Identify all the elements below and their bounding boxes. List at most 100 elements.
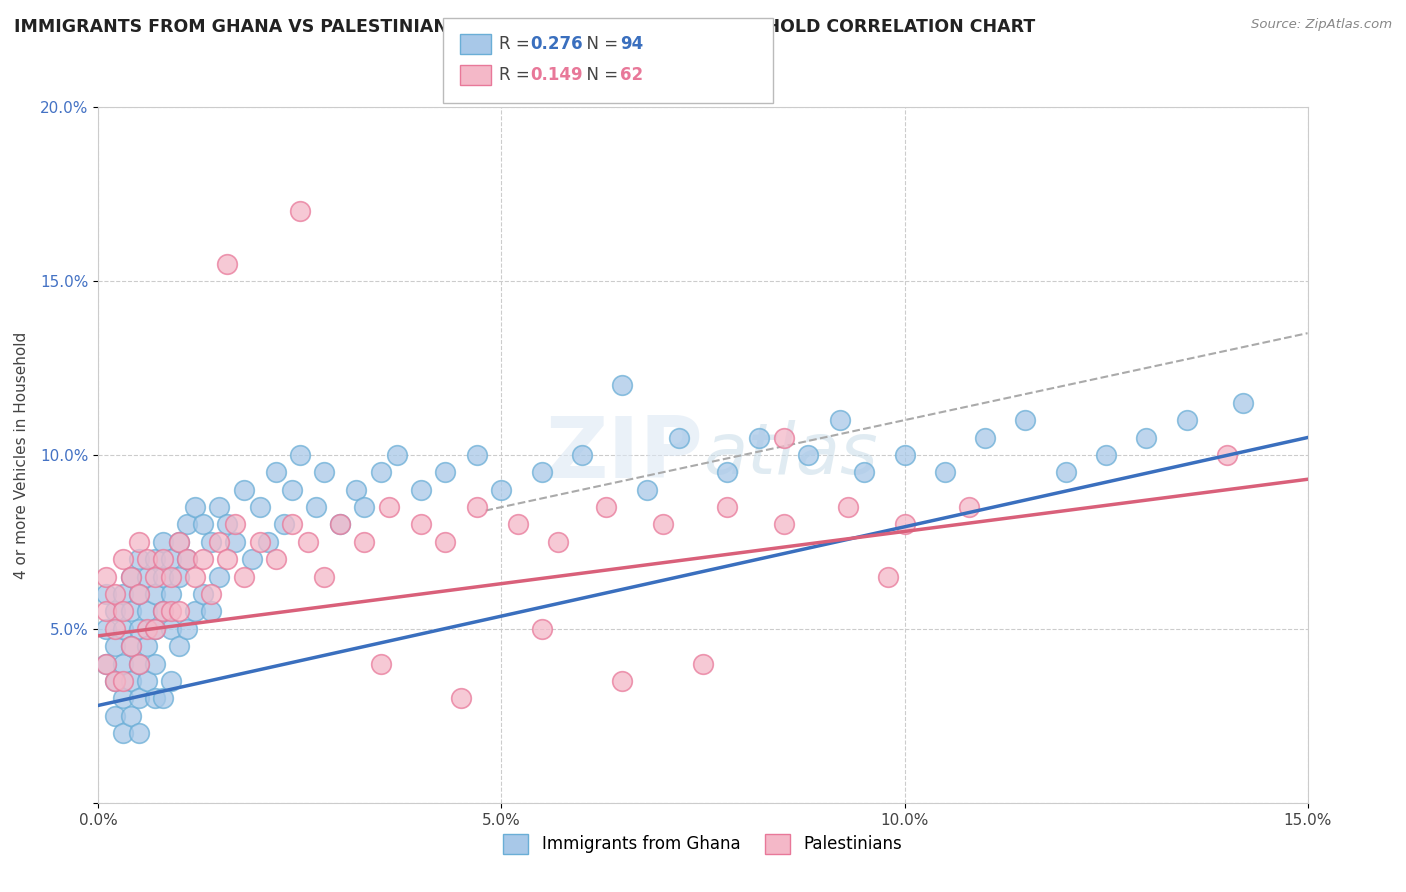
Legend: Immigrants from Ghana, Palestinians: Immigrants from Ghana, Palestinians bbox=[496, 827, 910, 861]
Point bbox=[288, 204, 311, 219]
Text: 94: 94 bbox=[620, 35, 644, 53]
Point bbox=[974, 430, 997, 444]
Point bbox=[893, 448, 915, 462]
Point bbox=[184, 605, 207, 619]
Point bbox=[465, 500, 488, 514]
Point bbox=[797, 448, 820, 462]
Point bbox=[103, 708, 125, 723]
Point bbox=[128, 622, 150, 636]
Point bbox=[612, 378, 634, 392]
Point bbox=[120, 570, 142, 584]
Point bbox=[217, 257, 239, 271]
Text: N =: N = bbox=[576, 66, 624, 84]
Point bbox=[249, 500, 271, 514]
Point bbox=[120, 639, 142, 653]
Point bbox=[143, 622, 166, 636]
Point bbox=[143, 691, 166, 706]
Point bbox=[103, 674, 125, 689]
Point bbox=[128, 587, 150, 601]
Point bbox=[200, 587, 222, 601]
Point bbox=[434, 534, 457, 549]
Text: 0.149: 0.149 bbox=[530, 66, 582, 84]
Point bbox=[264, 552, 287, 566]
Point bbox=[200, 605, 222, 619]
Point bbox=[297, 534, 319, 549]
Point bbox=[128, 657, 150, 671]
Point bbox=[314, 570, 336, 584]
Point bbox=[264, 466, 287, 480]
Point bbox=[385, 448, 408, 462]
Point bbox=[547, 534, 569, 549]
Point bbox=[184, 570, 207, 584]
Point bbox=[249, 534, 271, 549]
Point bbox=[450, 691, 472, 706]
Point bbox=[167, 534, 190, 549]
Point bbox=[128, 691, 150, 706]
Point bbox=[893, 517, 915, 532]
Point bbox=[135, 570, 157, 584]
Point bbox=[595, 500, 617, 514]
Point bbox=[208, 534, 231, 549]
Point bbox=[103, 622, 125, 636]
Point bbox=[111, 605, 134, 619]
Point bbox=[120, 708, 142, 723]
Point bbox=[160, 570, 183, 584]
Point bbox=[143, 622, 166, 636]
Point bbox=[612, 674, 634, 689]
Point bbox=[120, 674, 142, 689]
Point bbox=[160, 587, 183, 601]
Point bbox=[120, 639, 142, 653]
Point bbox=[96, 657, 118, 671]
Point bbox=[135, 639, 157, 653]
Text: N =: N = bbox=[576, 35, 624, 53]
Point bbox=[96, 605, 118, 619]
Point bbox=[353, 534, 375, 549]
Point bbox=[329, 517, 352, 532]
Text: ZIP: ZIP bbox=[546, 413, 703, 497]
Point bbox=[96, 657, 118, 671]
Point bbox=[1095, 448, 1118, 462]
Point bbox=[193, 587, 215, 601]
Point bbox=[491, 483, 513, 497]
Text: R =: R = bbox=[499, 66, 536, 84]
Point bbox=[176, 517, 198, 532]
Point bbox=[232, 570, 254, 584]
Point bbox=[143, 587, 166, 601]
Point bbox=[353, 500, 375, 514]
Text: 62: 62 bbox=[620, 66, 643, 84]
Text: R =: R = bbox=[499, 35, 536, 53]
Point bbox=[1175, 413, 1198, 427]
Point bbox=[281, 483, 304, 497]
Point bbox=[273, 517, 295, 532]
Point bbox=[152, 605, 174, 619]
Point bbox=[96, 622, 118, 636]
Point bbox=[828, 413, 851, 427]
Point bbox=[111, 552, 134, 566]
Point bbox=[1232, 395, 1254, 409]
Point bbox=[240, 552, 263, 566]
Point bbox=[128, 587, 150, 601]
Point bbox=[314, 466, 336, 480]
Point bbox=[668, 430, 690, 444]
Point bbox=[96, 587, 118, 601]
Point bbox=[651, 517, 673, 532]
Point bbox=[167, 570, 190, 584]
Point bbox=[128, 534, 150, 549]
Point bbox=[120, 605, 142, 619]
Point bbox=[135, 605, 157, 619]
Point bbox=[103, 674, 125, 689]
Point bbox=[571, 448, 593, 462]
Point bbox=[329, 517, 352, 532]
Point bbox=[193, 552, 215, 566]
Point bbox=[344, 483, 367, 497]
Point bbox=[143, 570, 166, 584]
Point bbox=[772, 517, 794, 532]
Text: atlas: atlas bbox=[703, 420, 877, 490]
Point bbox=[288, 448, 311, 462]
Point bbox=[305, 500, 328, 514]
Point bbox=[1216, 448, 1239, 462]
Point bbox=[1135, 430, 1157, 444]
Point bbox=[217, 517, 239, 532]
Point bbox=[217, 552, 239, 566]
Point bbox=[160, 552, 183, 566]
